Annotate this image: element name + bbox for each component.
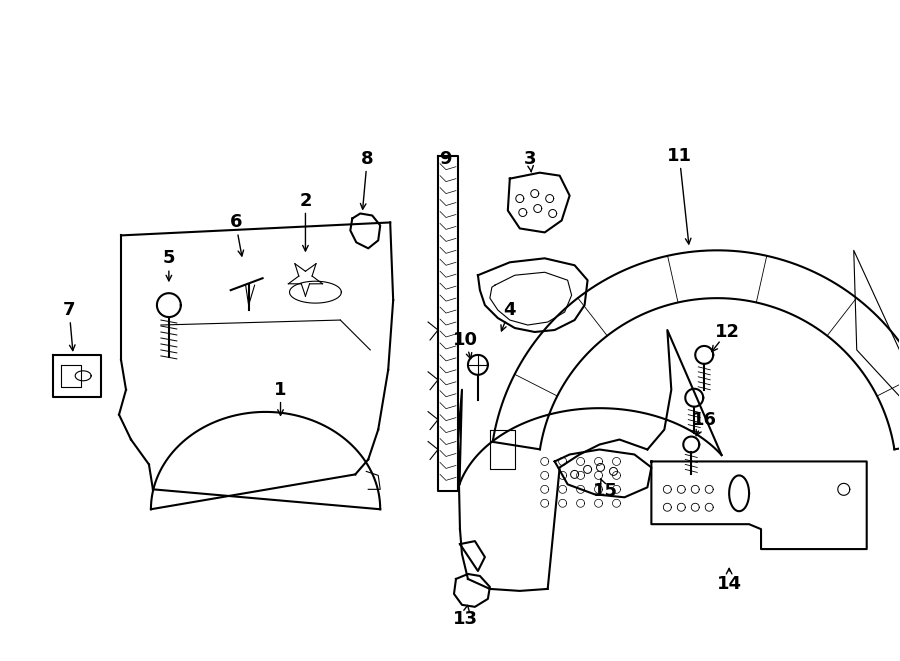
Text: 3: 3 [524,150,536,168]
Text: 12: 12 [715,323,740,341]
Text: 9: 9 [439,150,451,168]
Text: 7: 7 [63,301,76,319]
Text: 16: 16 [692,410,716,428]
Text: 13: 13 [453,610,478,628]
Text: 1: 1 [274,381,287,399]
Text: 4: 4 [504,301,516,319]
Text: 6: 6 [230,214,242,231]
Text: 10: 10 [453,331,478,349]
Text: 15: 15 [593,483,618,500]
Text: 11: 11 [667,147,692,165]
Text: 14: 14 [716,575,742,593]
Text: 5: 5 [163,249,176,267]
Text: 8: 8 [361,150,374,168]
Text: 2: 2 [299,192,311,210]
